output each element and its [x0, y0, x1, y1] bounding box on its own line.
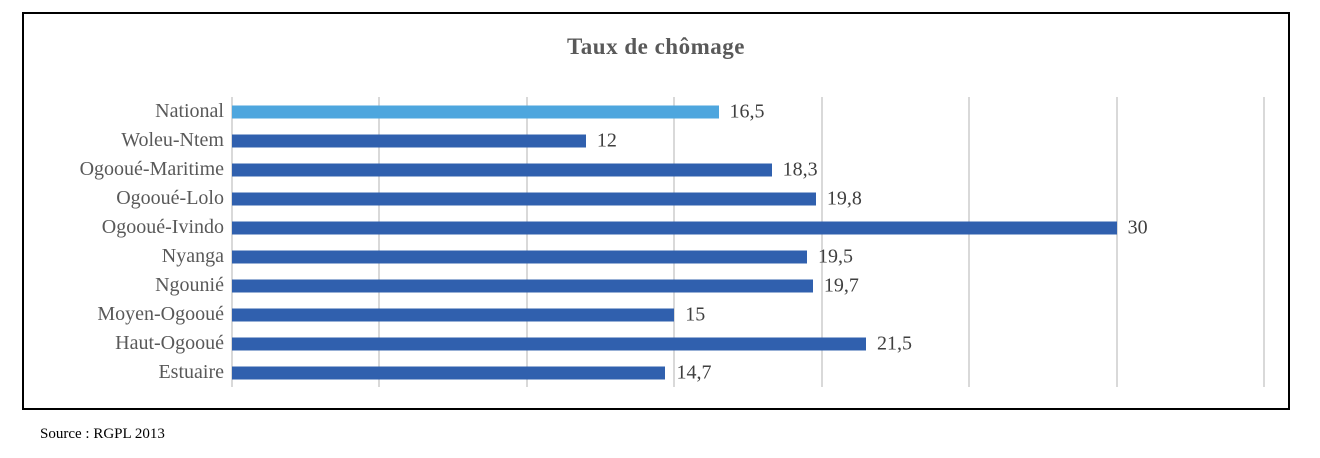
category-label: Estuaire — [158, 361, 224, 383]
chart-title: Taux de chômage — [567, 34, 745, 59]
bar-estuaire — [232, 366, 666, 379]
value-label: 21,5 — [876, 332, 912, 354]
plot-area: 16,5 12 18,3 19,8 30 19,5 19,7 15 21,5 14,7 — [231, 97, 1265, 387]
bar-row: 15 — [232, 300, 1264, 329]
gridline — [673, 97, 676, 387]
value-label: 19,5 — [817, 245, 853, 267]
bar-row: 21,5 — [232, 329, 1264, 358]
bar-ngouni- — [232, 279, 813, 292]
value-label: 19,8 — [826, 187, 862, 209]
value-label: 30 — [1127, 216, 1148, 238]
category-label: Ogooué-Ivindo — [101, 216, 224, 238]
chart-frame: Taux de chômage National Woleu-Ntem Ogooué… — [22, 12, 1290, 410]
gridline — [968, 97, 971, 387]
value-label: 12 — [596, 129, 617, 151]
bar-ogoou-lolo — [232, 192, 816, 205]
bar-row: 14,7 — [232, 358, 1264, 387]
bar-nyanga — [232, 250, 807, 263]
bar-row: 19,7 — [232, 271, 1264, 300]
source-note: Source : RGPL 2013 — [40, 426, 165, 442]
gridline — [1263, 97, 1265, 387]
value-label: 18,3 — [782, 158, 818, 180]
category-label: Ogooué-Lolo — [116, 187, 224, 209]
category-label: Nyanga — [161, 245, 224, 267]
value-label: 16,5 — [729, 100, 765, 122]
bar-row: 18,3 — [232, 155, 1264, 184]
value-label: 19,7 — [823, 274, 859, 296]
category-label: Moyen-Ogooué — [97, 303, 224, 325]
category-label: Ogooué-Maritime — [79, 158, 224, 180]
gridline — [378, 97, 381, 387]
bar-row: 16,5 — [232, 97, 1264, 126]
bar-national — [232, 105, 719, 118]
bar-row: 19,8 — [232, 184, 1264, 213]
bar-row: 12 — [232, 126, 1264, 155]
bar-haut-ogoou- — [232, 337, 866, 350]
value-label: 14,7 — [676, 361, 712, 383]
category-label: Haut-Ogooué — [115, 332, 224, 354]
category-label: National — [155, 100, 224, 122]
bar-moyen-ogoou- — [232, 308, 675, 321]
value-label: 15 — [685, 303, 706, 325]
gridline — [231, 97, 233, 387]
category-label: Woleu-Ntem — [121, 129, 224, 151]
category-axis: National Woleu-Ntem Ogooué-Maritime Ogooué-… — [24, 97, 224, 387]
gridline — [1115, 97, 1118, 387]
bar-ogoou-ivindo — [232, 221, 1117, 234]
category-label: Ngounié — [155, 274, 224, 296]
bar-ogoou-maritime — [232, 163, 772, 176]
bar-row: 30 — [232, 213, 1264, 242]
gridline — [820, 97, 823, 387]
bar-row: 19,5 — [232, 242, 1264, 271]
gridline — [525, 97, 528, 387]
bar-woleu-ntem — [232, 134, 586, 147]
